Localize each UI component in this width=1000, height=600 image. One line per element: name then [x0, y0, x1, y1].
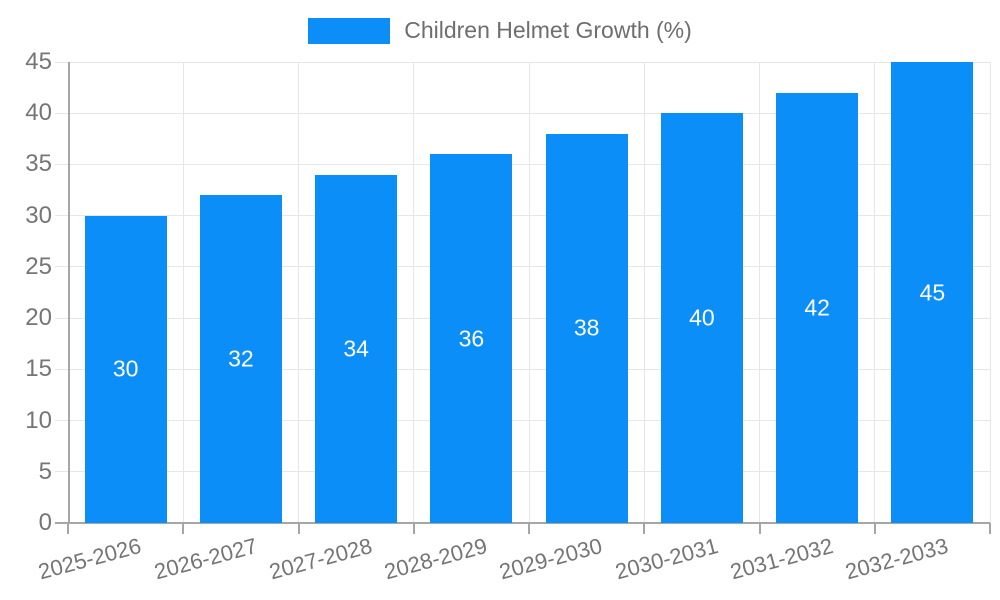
v-gridline	[298, 62, 299, 534]
y-tick-label: 5	[38, 457, 52, 485]
x-tick-label: 2026-2027	[151, 533, 260, 585]
v-gridline	[759, 62, 760, 534]
x-axis-tick	[989, 523, 991, 534]
x-axis-tick	[643, 523, 646, 534]
x-tick-label: 2025-2026	[35, 533, 145, 585]
y-tick-label: 25	[25, 252, 52, 280]
h-gridline	[55, 61, 990, 63]
legend-item[interactable]: Children Helmet Growth (%)	[308, 17, 692, 44]
y-tick-label: 35	[25, 150, 52, 178]
bar-value-label: 34	[343, 335, 369, 362]
x-axis-tick	[182, 523, 185, 534]
bar-value-label: 42	[804, 294, 830, 321]
x-tick-label: 2027-2028	[266, 533, 375, 585]
y-tick-label: 30	[25, 201, 52, 229]
x-tick-label: 2030-2031	[612, 533, 721, 585]
legend-color-swatch	[308, 17, 391, 44]
bar	[545, 133, 628, 523]
v-gridline	[182, 62, 184, 534]
chart-legend: Children Helmet Growth (%)	[0, 17, 1000, 44]
bar-value-label: 36	[458, 325, 485, 352]
y-tick-label: 45	[25, 48, 52, 75]
bar	[315, 174, 398, 523]
v-gridline	[643, 62, 645, 534]
x-tick-label: 2031-2032	[727, 533, 836, 585]
x-axis-tick	[528, 523, 530, 534]
x-tick-label: 2032-2033	[842, 533, 951, 585]
x-axis-line	[55, 522, 990, 524]
y-tick-label: 20	[25, 304, 52, 332]
bar	[430, 154, 513, 523]
v-gridline	[528, 62, 530, 534]
h-gridline	[55, 163, 990, 165]
bar	[199, 195, 282, 523]
x-axis-tick	[67, 523, 69, 534]
h-gridline	[55, 266, 990, 268]
bar	[891, 62, 974, 523]
h-gridline	[55, 112, 990, 114]
h-gridline	[55, 420, 990, 422]
x-axis-tick	[297, 523, 300, 534]
h-gridline	[55, 471, 990, 473]
y-tick-label: 15	[25, 355, 52, 383]
h-gridline	[55, 368, 990, 370]
bar	[776, 92, 859, 523]
v-gridline	[989, 62, 991, 534]
v-gridline	[413, 62, 415, 534]
x-tick-label: 2028-2029	[381, 533, 490, 585]
bar-value-label: 30	[112, 355, 139, 382]
x-axis-tick	[758, 523, 761, 534]
bar-value-label: 40	[689, 304, 715, 331]
bar-value-label: 38	[573, 314, 600, 341]
h-gridline	[55, 317, 990, 319]
x-axis-tick	[412, 523, 415, 534]
x-axis-tick	[873, 523, 876, 534]
y-tick-label: 10	[25, 406, 52, 434]
x-tick-label: 2029-2030	[496, 533, 606, 585]
bar	[84, 215, 167, 523]
bar	[660, 113, 743, 523]
bar-value-label: 45	[919, 279, 946, 305]
y-axis-line	[68, 62, 70, 523]
legend-label: Children Helmet Growth (%)	[404, 17, 692, 43]
bar-value-label: 32	[228, 345, 254, 372]
y-tick-label: 0	[38, 509, 52, 536]
v-gridline	[874, 62, 876, 534]
plot-area: 30 32 34 36 38 40 42 45	[55, 61, 991, 534]
h-gridline	[55, 215, 990, 217]
y-tick-label: 40	[25, 99, 52, 127]
